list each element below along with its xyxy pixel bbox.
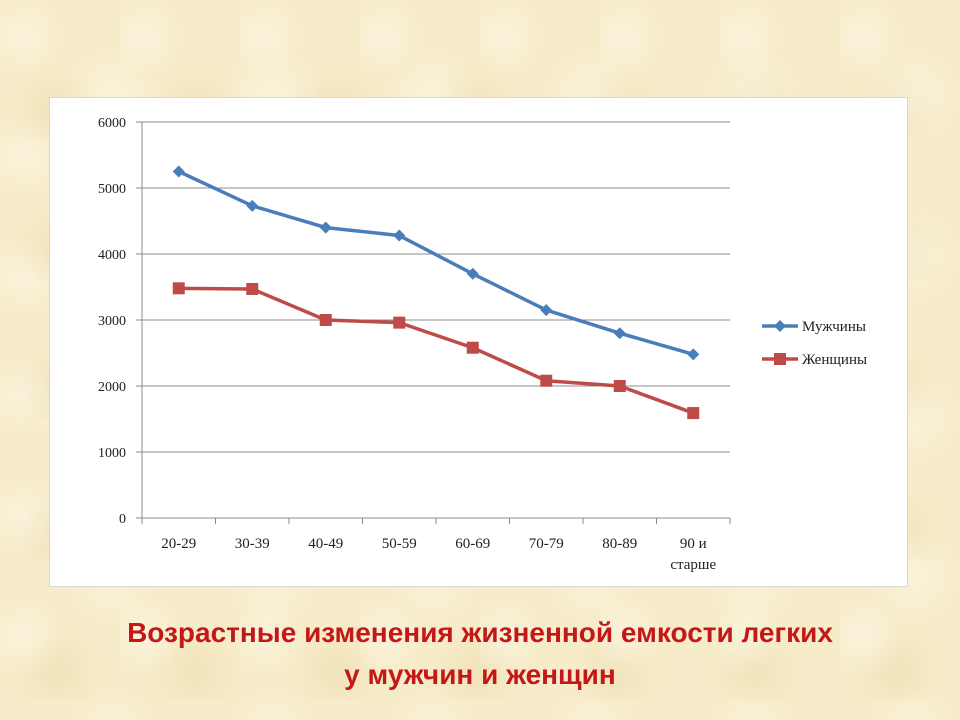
- series-line: [178, 286, 694, 415]
- y-tick-label: 3000: [98, 314, 126, 329]
- data-point: [246, 282, 259, 295]
- y-tick-label: 2000: [98, 380, 126, 395]
- y-tick-label: 6000: [98, 116, 126, 131]
- data-point: [613, 380, 626, 392]
- data-point: [466, 267, 479, 280]
- chart-panel: 0 1000 2000 3000 4000 5000 6000 20-29 30-39 40-49…: [49, 97, 908, 587]
- series-2: [172, 282, 700, 420]
- series-1: [172, 165, 700, 361]
- legend-item: Женщины: [762, 352, 867, 368]
- legend-swatch-marker: [774, 353, 786, 365]
- legend: Мужчины Женщины: [762, 319, 867, 368]
- data-point: [319, 221, 332, 234]
- gridlines: [142, 121, 730, 453]
- data-point: [466, 341, 479, 354]
- caption-line-1: Возрастные изменения жизненной емкости л…: [127, 617, 833, 648]
- x-tick-label-line: 50-59: [382, 536, 417, 552]
- y-tick-label: 4000: [98, 248, 126, 263]
- x-tick-label-line: 70-79: [529, 536, 564, 552]
- x-tick-label-line: 90 и: [680, 536, 707, 552]
- y-tick-label: 5000: [98, 182, 126, 197]
- data-point: [172, 282, 185, 295]
- x-tick-label: 60-69: [455, 536, 490, 552]
- x-tick-label: 70-79: [529, 536, 564, 552]
- data-point: [540, 374, 553, 387]
- x-tick-label-line: старше: [670, 557, 716, 573]
- x-tick-label-line: 40-49: [308, 536, 343, 552]
- x-tick-label: 50-59: [382, 536, 417, 552]
- y-tick-label: 1000: [98, 446, 126, 461]
- x-tick-label: 90 и старше: [670, 536, 716, 573]
- x-tick-label: 30-39: [235, 536, 270, 552]
- data-point: [319, 314, 332, 326]
- data-point: [687, 348, 700, 361]
- x-tick-label-line: 60-69: [455, 536, 490, 552]
- x-tick-label-line: 20-29: [161, 536, 196, 552]
- data-point: [613, 327, 626, 340]
- legend-swatch-marker: [774, 320, 786, 332]
- legend-label: Мужчины: [802, 319, 866, 335]
- data-point: [172, 165, 185, 178]
- x-tick-label-line: 30-39: [235, 536, 270, 552]
- data-point: [246, 199, 259, 212]
- data-point: [393, 229, 406, 242]
- chart-caption: Возрастные изменения жизненной емкости л…: [0, 612, 960, 696]
- legend-label: Женщины: [802, 352, 867, 368]
- data-point: [687, 407, 700, 420]
- line-chart: 0 1000 2000 3000 4000 5000 6000 20-29 30-39 40-49…: [98, 116, 867, 573]
- x-tick-label: 20-29: [161, 536, 196, 552]
- x-tick-label-line: 80-89: [602, 536, 637, 552]
- y-tick-label: 0: [119, 512, 126, 527]
- legend-item: Мужчины: [762, 319, 866, 335]
- axes: 0 1000 2000 3000 4000 5000 6000 20-29 30-39 40-49…: [98, 116, 731, 573]
- x-tick-label: 40-49: [308, 536, 343, 552]
- data-point: [540, 304, 553, 317]
- caption-line-2: у мужчин и женщин: [344, 659, 616, 690]
- data-point: [393, 316, 406, 329]
- x-tick-label: 80-89: [602, 536, 637, 552]
- series-line: [178, 169, 694, 357]
- series-group: [172, 165, 700, 420]
